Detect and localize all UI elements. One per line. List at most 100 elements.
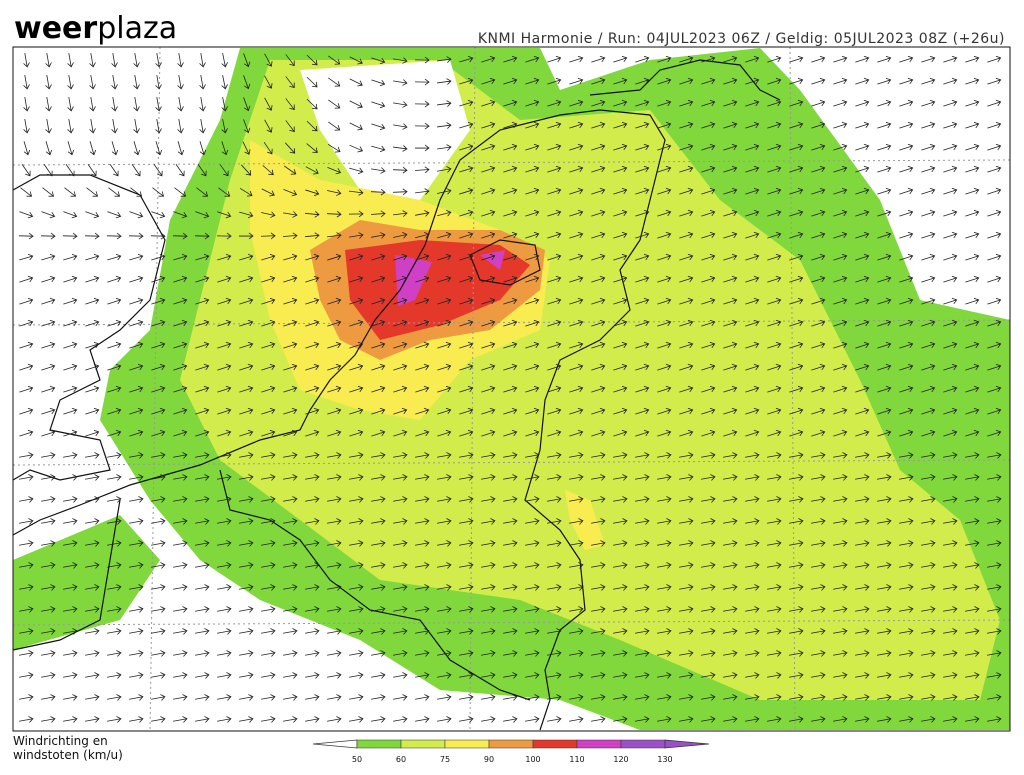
wind-arrow bbox=[855, 606, 870, 613]
wind-arrow bbox=[569, 231, 584, 239]
wind-arrow bbox=[129, 253, 144, 261]
wind-arrow bbox=[943, 518, 958, 525]
wind-arrow bbox=[943, 209, 958, 217]
wind-arrow bbox=[723, 209, 738, 217]
wind-arrow bbox=[85, 540, 100, 547]
wind-arrow bbox=[349, 407, 364, 415]
wind-arrow bbox=[41, 518, 56, 525]
wind-arrow bbox=[151, 628, 166, 635]
wind-arrow bbox=[525, 231, 540, 239]
wind-arrow bbox=[701, 143, 716, 151]
wind-arrow bbox=[65, 164, 75, 177]
wind-arrow bbox=[899, 165, 914, 173]
wind-arrow bbox=[108, 187, 121, 197]
wind-arrow bbox=[811, 496, 826, 503]
wind-arrow bbox=[459, 429, 474, 437]
wind-arrow bbox=[107, 253, 122, 261]
colorbar-segment bbox=[400, 739, 446, 749]
wind-arrow bbox=[987, 341, 1002, 349]
wind-arrow bbox=[283, 297, 298, 305]
wind-arrow bbox=[285, 54, 295, 67]
wind-arrow bbox=[305, 429, 320, 437]
wind-arrow bbox=[745, 518, 760, 525]
wind-arrow bbox=[393, 210, 408, 217]
wind-arrow bbox=[943, 540, 958, 547]
wind-arrow bbox=[393, 145, 408, 152]
wind-arrow bbox=[679, 407, 694, 415]
wind-arrow bbox=[569, 363, 584, 371]
wind-arrow bbox=[392, 166, 408, 174]
wind-arrow bbox=[987, 429, 1002, 437]
colorbar-label: 75 bbox=[440, 755, 450, 764]
colorbar-label: 100 bbox=[525, 755, 540, 764]
wind-arrow bbox=[283, 429, 298, 437]
wind-arrow bbox=[591, 143, 606, 151]
wind-arrow bbox=[745, 452, 760, 459]
wind-arrow bbox=[569, 77, 584, 85]
wind-arrow bbox=[987, 385, 1002, 393]
wind-arrow bbox=[393, 672, 408, 679]
wind-arrow bbox=[349, 672, 364, 679]
wind-arrow bbox=[767, 672, 782, 679]
wind-arrow bbox=[503, 672, 518, 679]
wind-arrow bbox=[855, 77, 870, 85]
wind-arrow bbox=[701, 407, 716, 415]
wind-arrow bbox=[437, 100, 452, 107]
wind-arrow bbox=[767, 518, 782, 525]
wind-arrow bbox=[173, 363, 188, 371]
wind-arrow bbox=[745, 584, 760, 591]
wind-arrow bbox=[349, 167, 364, 175]
wind-arrow bbox=[217, 363, 232, 371]
wind-arrow bbox=[19, 385, 34, 393]
wind-arrow bbox=[217, 672, 232, 679]
wind-arrow bbox=[415, 363, 430, 371]
wind-arrow bbox=[217, 540, 232, 547]
wind-arrow bbox=[657, 474, 672, 481]
wind-arrow bbox=[327, 189, 342, 196]
wind-arrow bbox=[481, 99, 496, 107]
wind-arrow bbox=[371, 474, 386, 481]
wind-arrow bbox=[569, 407, 584, 415]
wind-arrow bbox=[525, 407, 540, 415]
wind-arrow bbox=[107, 297, 122, 305]
wind-arrow bbox=[437, 297, 452, 305]
wind-arrow bbox=[679, 165, 694, 173]
wind-arrow bbox=[261, 694, 276, 701]
wind-arrow bbox=[745, 209, 760, 217]
wind-arrow bbox=[855, 209, 870, 217]
wind-arrow bbox=[569, 99, 584, 107]
grid-line bbox=[12, 459, 1011, 466]
wind-arrow bbox=[63, 628, 78, 635]
wind-arrow bbox=[306, 76, 318, 88]
wind-arrow bbox=[613, 143, 628, 151]
wind-arrow bbox=[217, 584, 232, 591]
wind-arrow bbox=[613, 77, 628, 85]
wind-arrow bbox=[877, 55, 892, 63]
wind-arrow bbox=[877, 672, 892, 679]
coastline bbox=[469, 239, 541, 286]
wind-arrow bbox=[547, 650, 562, 657]
wind-arrow bbox=[701, 452, 716, 459]
wind-arrow bbox=[613, 540, 628, 547]
wind-arrow bbox=[459, 55, 474, 63]
wind-arrow bbox=[195, 584, 210, 591]
wind-arrow bbox=[789, 694, 804, 701]
wind-arrow bbox=[459, 650, 474, 657]
wind-arrow bbox=[264, 53, 273, 67]
wind-arrow bbox=[965, 187, 980, 195]
wind-arrow bbox=[173, 606, 188, 613]
wind-arrow bbox=[811, 474, 826, 481]
wind-arrow bbox=[569, 385, 584, 393]
wind-arrow bbox=[107, 540, 122, 547]
wind-arrow bbox=[569, 187, 584, 195]
wind-arrow bbox=[723, 165, 738, 173]
wind-arrow bbox=[591, 121, 606, 129]
wind-arrow bbox=[393, 407, 408, 415]
wind-arrow bbox=[657, 429, 672, 437]
wind-arrow bbox=[327, 584, 342, 591]
wind-arrow bbox=[855, 121, 870, 129]
wind-arrow bbox=[921, 99, 936, 107]
wind-arrow bbox=[921, 540, 936, 547]
wind-arrow bbox=[855, 143, 870, 151]
wind-arrow bbox=[151, 496, 166, 503]
